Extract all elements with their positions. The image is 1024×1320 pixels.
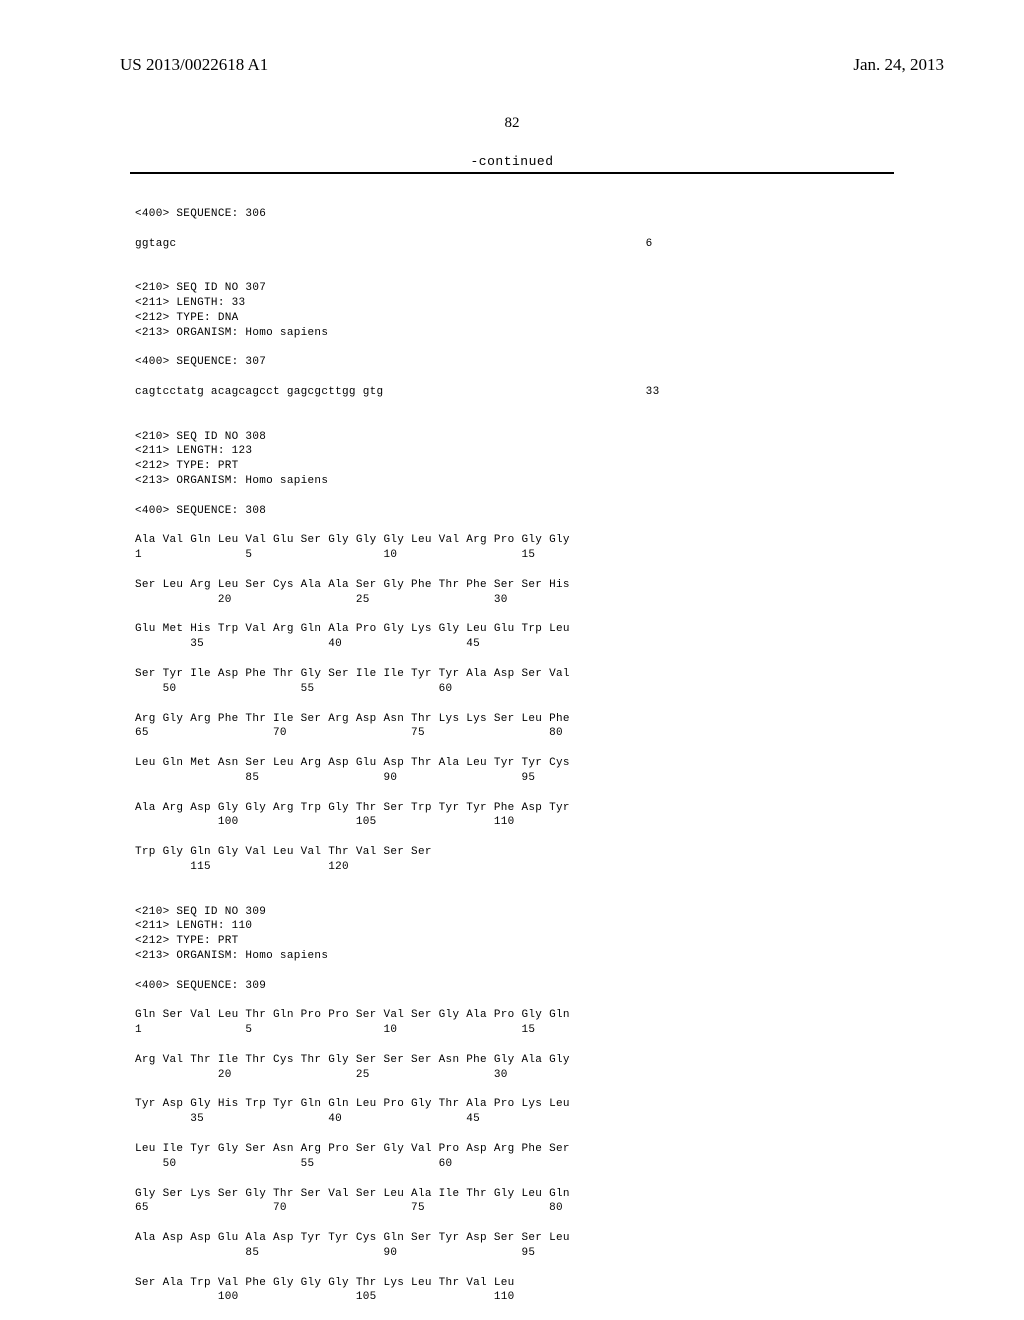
seq307-body: cagtcctatg acagcagcct gagcgcttgg gtg 33 [135,386,659,398]
seq308-meta: <210> SEQ ID NO 308 <211> LENGTH: 123 <2… [135,431,328,488]
sequence-listing: <400> SEQUENCE: 306 ggtagc 6 <210> SEQ I… [135,192,1024,1305]
page-header: US 2013/0022618 A1 Jan. 24, 2013 [0,0,1024,80]
seq308-body: Ala Val Gln Leu Val Glu Ser Gly Gly Gly … [135,534,570,873]
publication-number: US 2013/0022618 A1 [120,55,268,75]
seq309-header: <400> SEQUENCE: 309 [135,980,266,992]
seq308-header: <400> SEQUENCE: 308 [135,505,266,517]
seq306-header: <400> SEQUENCE: 306 [135,208,266,220]
continued-label: -continued [0,154,1024,169]
seq309-body: Gln Ser Val Leu Thr Gln Pro Pro Ser Val … [135,1009,570,1303]
seq307-meta: <210> SEQ ID NO 307 <211> LENGTH: 33 <21… [135,282,328,339]
seq307-header: <400> SEQUENCE: 307 [135,356,266,368]
seq309-meta: <210> SEQ ID NO 309 <211> LENGTH: 110 <2… [135,906,328,963]
seq306-body: ggtagc 6 [135,238,653,250]
publication-date: Jan. 24, 2013 [853,55,944,75]
page-number: 82 [0,115,1024,132]
divider-line [130,172,894,174]
